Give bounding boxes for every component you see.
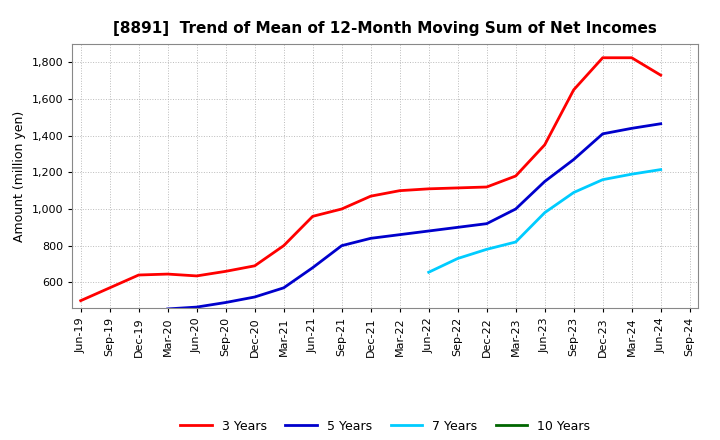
3 Years (454, 185, 462, 191)
5 Years (163, 306, 172, 312)
3 Years (338, 206, 346, 212)
5 Years (598, 131, 607, 136)
3 Years (251, 263, 259, 268)
Title: [8891]  Trend of Mean of 12-Month Moving Sum of Net Incomes: [8891] Trend of Mean of 12-Month Moving … (113, 21, 657, 36)
3 Years (598, 55, 607, 60)
3 Years (511, 173, 520, 179)
3 Years (279, 243, 288, 248)
5 Years (192, 304, 201, 310)
3 Years (424, 186, 433, 191)
5 Years (541, 179, 549, 184)
7 Years (657, 167, 665, 172)
Line: 3 Years: 3 Years (81, 58, 661, 301)
7 Years (627, 172, 636, 177)
7 Years (598, 177, 607, 182)
5 Years (482, 221, 491, 226)
5 Years (251, 294, 259, 300)
3 Years (192, 273, 201, 279)
3 Years (105, 285, 114, 290)
5 Years (279, 285, 288, 290)
5 Years (366, 236, 375, 241)
3 Years (163, 271, 172, 277)
5 Years (454, 225, 462, 230)
5 Years (657, 121, 665, 126)
5 Years (308, 265, 317, 270)
3 Years (570, 87, 578, 92)
7 Years (424, 270, 433, 275)
5 Years (511, 206, 520, 212)
5 Years (338, 243, 346, 248)
3 Years (541, 142, 549, 147)
3 Years (221, 269, 230, 274)
3 Years (308, 214, 317, 219)
3 Years (366, 194, 375, 199)
5 Years (627, 126, 636, 131)
5 Years (570, 157, 578, 162)
3 Years (657, 73, 665, 78)
7 Years (482, 247, 491, 252)
3 Years (395, 188, 404, 193)
3 Years (482, 184, 491, 190)
3 Years (627, 55, 636, 60)
5 Years (424, 228, 433, 234)
7 Years (541, 210, 549, 215)
Y-axis label: Amount (million yen): Amount (million yen) (13, 110, 26, 242)
Line: 7 Years: 7 Years (428, 169, 661, 272)
7 Years (454, 256, 462, 261)
3 Years (76, 298, 85, 303)
3 Years (135, 272, 143, 278)
7 Years (570, 190, 578, 195)
5 Years (221, 300, 230, 305)
5 Years (395, 232, 404, 237)
7 Years (511, 239, 520, 245)
Line: 5 Years: 5 Years (168, 124, 661, 309)
Legend: 3 Years, 5 Years, 7 Years, 10 Years: 3 Years, 5 Years, 7 Years, 10 Years (176, 414, 595, 437)
